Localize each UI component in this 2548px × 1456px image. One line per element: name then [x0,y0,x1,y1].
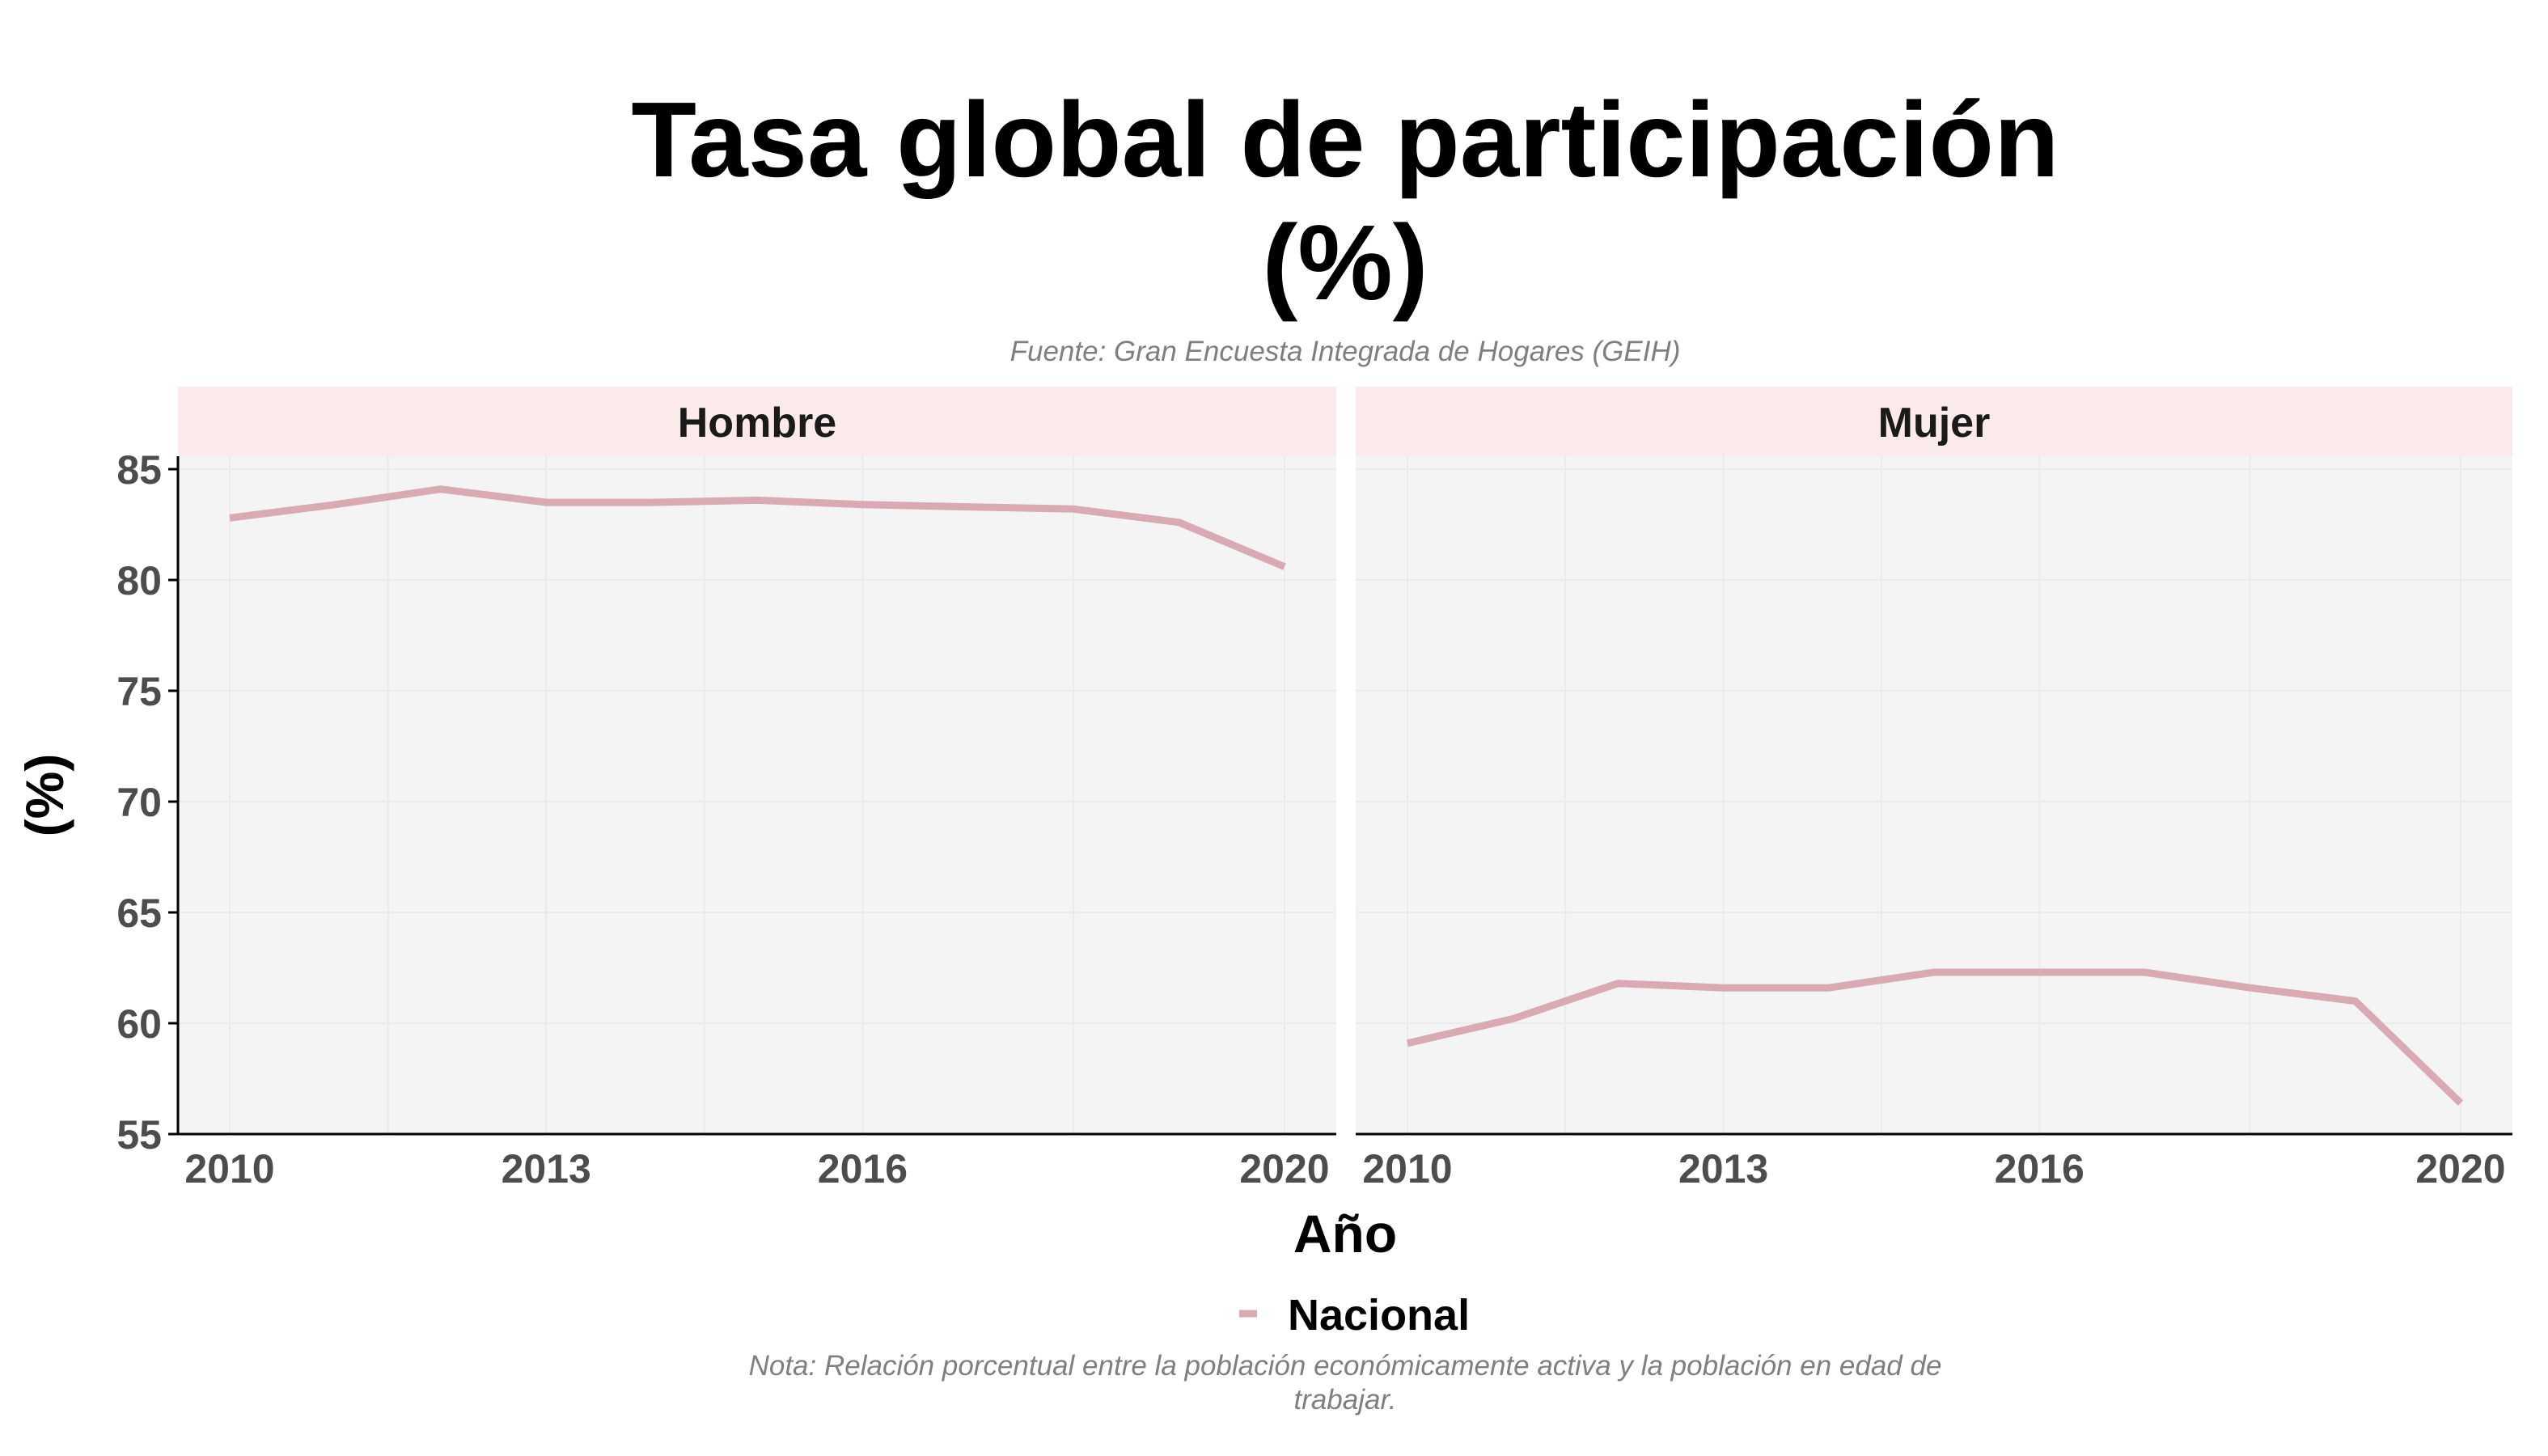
y-tick-label: 75 [116,669,162,714]
y-axis-title: (%) [15,754,74,837]
facet-strip [178,387,1336,456]
x-tick-label: 2010 [1362,1146,1452,1191]
x-tick-label: 2016 [818,1146,908,1191]
legend-label-nacional: Nacional [1288,1291,1470,1340]
y-tick-label: 60 [116,1001,162,1047]
chart-title-line-2: (%) [1262,203,1428,322]
x-tick-label: 2016 [1995,1146,2085,1191]
y-tick-label: 65 [116,891,162,936]
x-tick-label: 2013 [1678,1146,1768,1191]
panel-background [178,456,1336,1134]
chart-caption-line-2: trabajar. [1293,1384,1396,1416]
y-tick-label: 70 [116,780,162,825]
x-tick-label: 2020 [1239,1146,1329,1191]
y-tick-label: 80 [116,558,162,603]
x-axis-title: Año [1293,1204,1397,1263]
facet-strip-label: Mujer [1878,400,1991,447]
facet-strip-label: Hombre [678,400,836,447]
series-line-nacional [229,485,1286,570]
y-tick-label: 85 [116,447,162,493]
x-tick-label: 2013 [502,1146,591,1191]
series-line-nacional [1406,968,2464,1106]
chart-title-line-1: Tasa global de participación [631,80,2059,199]
x-tick-label: 2020 [2415,1146,2505,1191]
chart-subtitle: Fuente: Gran Encuesta Integrada de Hogar… [1010,336,1681,367]
y-tick-label: 55 [116,1112,162,1158]
panel-background [1356,456,2512,1134]
chart-caption-line-1: Nota: Relación porcentual entre la pobla… [749,1350,1942,1382]
x-tick-label: 2010 [184,1146,274,1191]
facet-strip [1356,387,2512,456]
